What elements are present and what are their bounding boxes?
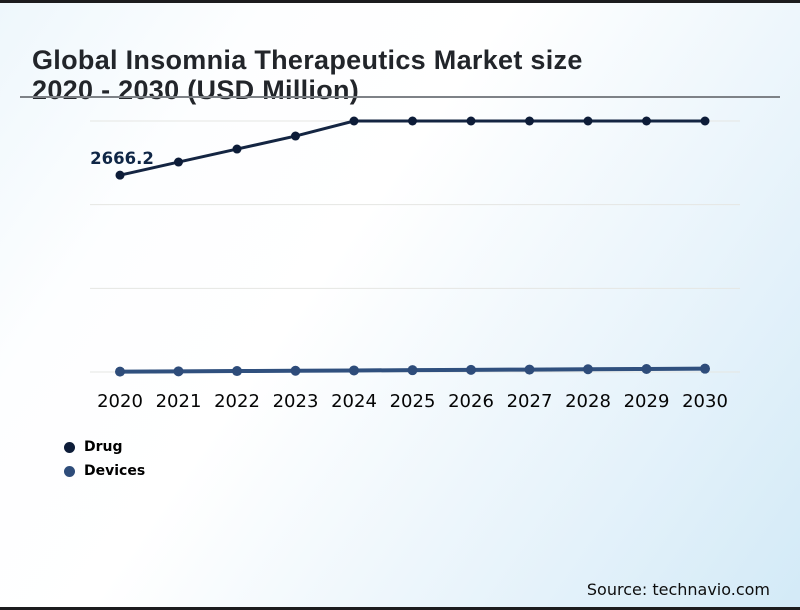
legend-item-drug: Drug <box>64 439 145 455</box>
x-axis-label: 2028 <box>565 391 611 412</box>
x-axis-label: 2026 <box>448 391 494 412</box>
x-axis-label: 2020 <box>97 391 143 412</box>
source-credit: Source: technavio.com <box>586 580 770 599</box>
page-title: Global Insomnia Therapeutics Market size… <box>32 45 792 105</box>
x-axis-label: 2030 <box>682 391 728 412</box>
page-title-line1: Global Insomnia Therapeutics Market size <box>32 45 583 76</box>
x-axis-label: 2023 <box>273 391 319 412</box>
chart-area: 2020 2021 2022 2023 2024 2025 2026 2027 2028 2029… <box>0 103 800 415</box>
x-axis-label: 2022 <box>214 391 260 412</box>
legend-label-drug: Drug <box>84 439 123 455</box>
x-axis-label: 2025 <box>390 391 436 412</box>
legend-marker-drug-icon <box>64 441 75 453</box>
legend-label-devices: Devices <box>84 463 146 479</box>
legend-marker-devices-icon <box>64 465 75 477</box>
line-chart: 2020 2021 2022 2023 2024 2025 2026 2027 2028 2029… <box>90 116 740 412</box>
page-title-line2: 2020 - 2030 (USD Million) <box>32 75 360 106</box>
x-axis-label: 2029 <box>624 391 670 412</box>
data-point-label: 2666.2 <box>90 149 154 168</box>
x-axis-label: 2021 <box>156 391 202 412</box>
title-underline <box>20 96 780 98</box>
x-axis-label: 2024 <box>331 391 377 412</box>
legend-item-devices: Devices <box>64 463 145 479</box>
chart-legend: Drug Devices <box>64 439 145 487</box>
x-axis-label: 2027 <box>507 391 553 412</box>
